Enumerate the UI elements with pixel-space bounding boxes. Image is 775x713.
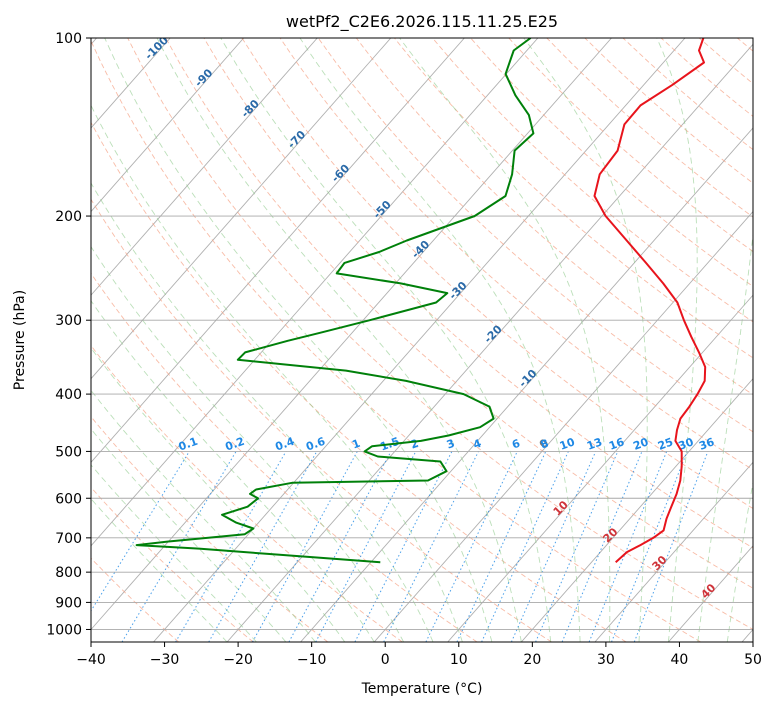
dry-adiabat-line bbox=[52, 38, 627, 642]
mixing-ratio-line bbox=[457, 451, 546, 642]
moist-adiabat-label: 20 bbox=[600, 525, 620, 545]
mixing-ratio-label: 0.1 bbox=[177, 435, 200, 454]
isotherm-line bbox=[742, 38, 775, 642]
mixing-ratio-label: 20 bbox=[631, 435, 650, 453]
isotherm-label: -10 bbox=[516, 367, 539, 390]
y-tick-label: 200 bbox=[55, 209, 82, 225]
isotherm-line bbox=[521, 38, 775, 642]
chart-title: wetPf2_C2E6.2026.115.11.25.E25 bbox=[286, 12, 558, 32]
mixing-ratio-line bbox=[289, 451, 391, 642]
mixing-ratio-line bbox=[176, 451, 286, 642]
isotherm-label: -40 bbox=[409, 238, 432, 261]
y-axis-label: Pressure (hPa) bbox=[12, 290, 28, 390]
background-lines bbox=[0, 38, 775, 642]
mixing-ratio-label: 2 bbox=[409, 437, 421, 452]
moist-adiabat-label: 30 bbox=[650, 553, 670, 573]
mixing-ratio-label: 0.4 bbox=[273, 435, 296, 454]
moist-adiabat-line bbox=[698, 38, 764, 642]
isotherm-line bbox=[6, 38, 538, 642]
y-tick-label: 800 bbox=[55, 565, 82, 581]
mixing-ratio-line bbox=[482, 451, 569, 642]
x-axis-ticks: −40 −30 −20 −10 0 10 20 30 40 50 bbox=[76, 642, 762, 668]
x-tick-label: −40 bbox=[76, 652, 106, 668]
plot-frame bbox=[91, 38, 753, 642]
mixing-ratio-line bbox=[253, 451, 358, 642]
y-axis-ticks: 100 200 300 400 500 600 700 800 900 1000 bbox=[46, 31, 91, 638]
isotherm-line bbox=[0, 38, 391, 642]
x-tick-label: 50 bbox=[744, 652, 762, 668]
y-tick-label: 100 bbox=[55, 31, 82, 47]
dry-adiabat-line bbox=[585, 38, 775, 642]
moist-adiabat-line bbox=[727, 38, 775, 642]
pressure-grid bbox=[91, 38, 753, 629]
y-tick-label: 700 bbox=[55, 531, 82, 547]
x-tick-label: −30 bbox=[150, 652, 180, 668]
moist-adiabat-line bbox=[0, 182, 227, 642]
dry-adiabat-line bbox=[661, 38, 775, 642]
x-tick-label: 40 bbox=[671, 652, 689, 668]
isotherm-line bbox=[668, 38, 775, 642]
mixing-ratio-label: 4 bbox=[471, 437, 483, 452]
x-axis-label: Temperature (°C) bbox=[361, 681, 483, 697]
y-tick-label: 500 bbox=[55, 444, 82, 460]
isotherm-label: -80 bbox=[239, 97, 262, 120]
temperature-profile-line bbox=[595, 38, 706, 562]
moist-adiabat-line bbox=[61, 38, 462, 642]
dry-adiabat-line bbox=[737, 38, 775, 642]
dry-adiabat-line bbox=[166, 38, 775, 642]
isotherm-line bbox=[0, 38, 317, 642]
isotherm-label: -70 bbox=[285, 128, 308, 151]
dry-adiabat-line bbox=[394, 38, 775, 642]
y-tick-label: 400 bbox=[55, 387, 82, 403]
dry-adiabat-line bbox=[90, 38, 701, 642]
y-tick-label: 600 bbox=[55, 491, 82, 507]
mixing-ratio-line bbox=[209, 451, 317, 642]
x-tick-label: 20 bbox=[523, 652, 541, 668]
mixing-ratio-label: 36 bbox=[697, 435, 716, 453]
mixing-ratio-line bbox=[511, 451, 595, 642]
x-tick-label: −20 bbox=[223, 652, 253, 668]
x-tick-label: 0 bbox=[381, 652, 390, 668]
dewpoint-profile-line bbox=[137, 38, 534, 562]
mixing-ratio-label: 3 bbox=[445, 437, 457, 452]
mixing-ratio-line bbox=[612, 451, 688, 642]
mixing-ratio-label: 1 bbox=[350, 437, 362, 452]
moist-adiabat-line bbox=[157, 38, 521, 642]
moist-adiabat-line bbox=[400, 38, 610, 642]
moist-adiabat-line bbox=[0, 151, 286, 642]
mixing-ratio-label: 6 bbox=[510, 437, 522, 452]
mixing-ratio-label: 16 bbox=[607, 435, 626, 453]
moist-adiabat-line bbox=[657, 38, 697, 642]
mixing-ratio-label: 30 bbox=[677, 435, 696, 453]
y-tick-label: 900 bbox=[55, 595, 82, 611]
x-tick-label: −10 bbox=[297, 652, 327, 668]
moist-adiabat-line bbox=[221, 38, 551, 642]
mixing-ratio-label: 25 bbox=[656, 435, 675, 452]
y-tick-label: 300 bbox=[55, 313, 82, 329]
isotherm-line bbox=[0, 38, 244, 642]
mixing-ratio-line bbox=[426, 451, 517, 642]
moist-adiabat-line bbox=[5, 74, 404, 642]
isotherm-label: -30 bbox=[446, 279, 469, 302]
isotherm-label: -90 bbox=[192, 66, 215, 89]
dry-adiabat-line bbox=[699, 38, 775, 642]
moist-adiabat-line bbox=[0, 167, 257, 642]
x-tick-label: 10 bbox=[450, 652, 468, 668]
y-tick-label: 1000 bbox=[46, 622, 82, 638]
mixing-ratio-label: 0.6 bbox=[304, 435, 327, 454]
mixing-ratio-label: 10 bbox=[558, 435, 577, 453]
isotherm-label: -20 bbox=[482, 322, 505, 345]
x-tick-label: 30 bbox=[597, 652, 615, 668]
isotherm-label: -50 bbox=[371, 198, 394, 221]
dry-adiabat-line bbox=[318, 38, 775, 642]
mixing-ratio-line bbox=[589, 451, 667, 642]
moist-adiabat-label: 40 bbox=[698, 581, 718, 601]
dry-adiabat-line bbox=[0, 38, 253, 642]
sounding-profiles bbox=[137, 38, 706, 562]
